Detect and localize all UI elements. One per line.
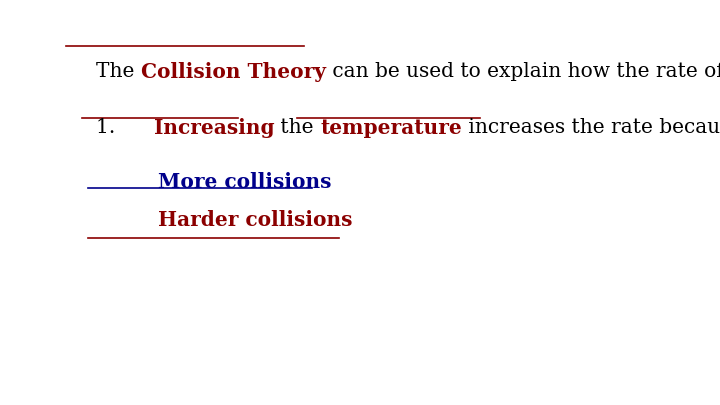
Text: Harder collisions: Harder collisions [158, 210, 353, 230]
Text: increases the rate because there are:: increases the rate because there are: [462, 118, 720, 137]
Text: Increasing: Increasing [153, 118, 274, 138]
Text: 1.: 1. [96, 118, 153, 137]
Text: temperature: temperature [320, 118, 462, 138]
Text: More collisions: More collisions [158, 172, 332, 192]
Text: the: the [274, 118, 320, 137]
Text: The: The [96, 62, 141, 81]
Text: Collision Theory: Collision Theory [141, 62, 326, 83]
Text: can be used to explain how the rate of a reaction can be changed.: can be used to explain how the rate of a… [326, 62, 720, 81]
